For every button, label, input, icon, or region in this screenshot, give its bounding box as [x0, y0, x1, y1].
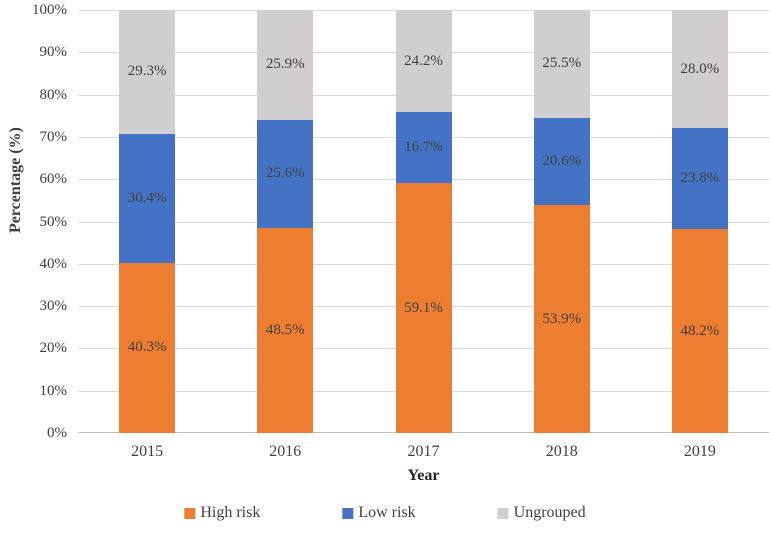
bar-2015: 40.3% 30.4% 29.3%	[119, 10, 176, 433]
y-tick-label: 70%	[39, 128, 68, 145]
x-tick-label-2017: 2017	[407, 443, 440, 460]
segment-low-risk-2015: 30.4%	[119, 133, 176, 263]
segment-high-risk-2016: 48.5%	[257, 227, 314, 433]
segment-low-risk-2019: 23.8%	[671, 128, 728, 230]
data-label: 29.3%	[127, 63, 167, 80]
segment-low-risk-2016: 25.6%	[257, 119, 314, 228]
data-label: 16.7%	[404, 139, 443, 156]
segment-ungrouped-2016: 25.9%	[257, 10, 314, 120]
segment-low-risk-2017: 16.7%	[395, 112, 452, 184]
bar-2018: 53.9% 20.6% 25.5%	[533, 10, 590, 433]
data-label: 20.6%	[542, 152, 582, 169]
segment-ungrouped-2018: 25.5%	[533, 10, 590, 118]
y-tick-label: 0%	[47, 425, 67, 441]
legend-item-high-risk: High risk	[184, 504, 260, 522]
data-label: 25.5%	[542, 55, 582, 72]
data-label: 59.1%	[404, 299, 443, 316]
legend-swatch-icon	[342, 507, 354, 519]
y-axis-ticks: 0% 10% 20% 30% 40% 50% 60% 70% 80% 90% 100%	[0, 2, 70, 441]
segment-ungrouped-2017: 24.2%	[395, 10, 452, 113]
y-tick-label: 60%	[39, 171, 68, 188]
legend-swatch-icon	[497, 507, 509, 519]
y-tick-label: 30%	[39, 298, 68, 315]
y-tick-label: 50%	[39, 213, 68, 230]
segment-ungrouped-2015: 29.3%	[119, 10, 176, 134]
legend-item-low-risk: Low risk	[342, 504, 416, 522]
data-label: 30.4%	[127, 189, 167, 206]
segment-high-risk-2015: 40.3%	[119, 262, 176, 433]
legend-label: Low risk	[358, 504, 416, 521]
data-label: 48.2%	[680, 322, 720, 339]
data-label: 23.8%	[680, 170, 720, 187]
bar-2016: 48.5% 25.6% 25.9%	[257, 10, 314, 433]
data-label: 48.5%	[265, 321, 305, 338]
data-label: 25.6%	[265, 165, 305, 182]
data-label: 28.0%	[680, 60, 720, 77]
legend-item-ungrouped: Ungrouped	[497, 504, 586, 522]
y-tick-label: 90%	[39, 44, 68, 61]
data-label: 40.3%	[127, 339, 167, 356]
x-axis-labels: 2015 2016 2017 2018 2019	[78, 443, 769, 463]
x-axis-title: Year	[407, 467, 440, 484]
data-label: 24.2%	[404, 52, 443, 69]
y-tick-label: 10%	[39, 382, 68, 399]
legend-swatch-icon	[184, 507, 196, 519]
plot-area: 40.3% 30.4% 29.3% 48.5% 25.6% 25.9% 59.1% 16.7%…	[78, 10, 769, 433]
x-tick-label-2018: 2018	[545, 443, 578, 460]
legend-label: High risk	[200, 504, 261, 521]
segment-high-risk-2018: 53.9%	[533, 205, 590, 433]
y-tick-label: 100%	[32, 2, 67, 18]
legend: High risk Low risk Ungrouped	[184, 504, 586, 522]
x-tick-label-2015: 2015	[131, 443, 164, 460]
data-label: 53.9%	[542, 310, 582, 327]
segment-low-risk-2018: 20.6%	[533, 117, 590, 206]
segment-ungrouped-2019: 28.0%	[671, 10, 728, 129]
x-tick-label-2019: 2019	[683, 443, 716, 460]
data-label: 25.9%	[265, 56, 305, 73]
bar-2017: 59.1% 16.7% 24.2%	[395, 10, 452, 433]
y-tick-label: 80%	[39, 86, 68, 103]
bar-2019: 48.2% 23.8% 28.0%	[671, 10, 728, 433]
segment-high-risk-2017: 59.1%	[395, 183, 452, 433]
y-tick-label: 20%	[39, 340, 68, 357]
y-tick-label: 40%	[39, 255, 68, 272]
legend-label: Ungrouped	[513, 504, 586, 521]
segment-high-risk-2019: 48.2%	[671, 229, 728, 433]
x-tick-label-2016: 2016	[269, 443, 302, 460]
